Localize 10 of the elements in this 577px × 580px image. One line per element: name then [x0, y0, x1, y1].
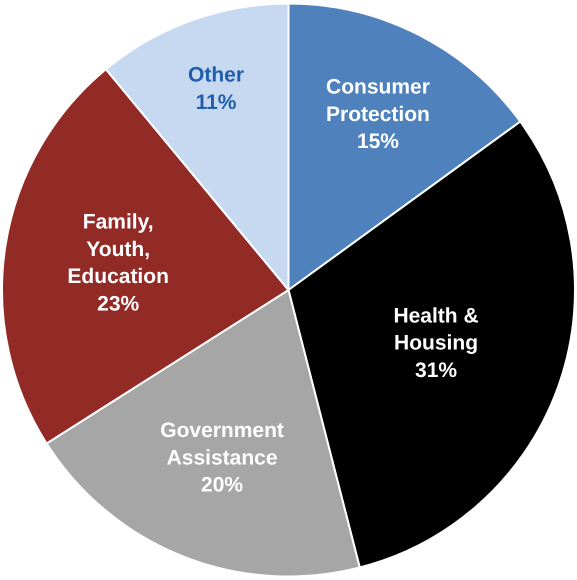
slice-label: Consumer Protection [326, 76, 430, 126]
data-label: 15% [356, 130, 400, 154]
slice-label: Health & Housing [393, 304, 479, 355]
slice-label: Family, Youth, Education [67, 210, 169, 288]
data-label: 11% [196, 90, 237, 114]
slice-label: Other [188, 63, 244, 86]
data-label: 23% [97, 292, 140, 316]
data-label: 31% [415, 358, 458, 382]
slice-label: Government Assistance [160, 418, 284, 470]
data-label: 20% [201, 474, 244, 497]
